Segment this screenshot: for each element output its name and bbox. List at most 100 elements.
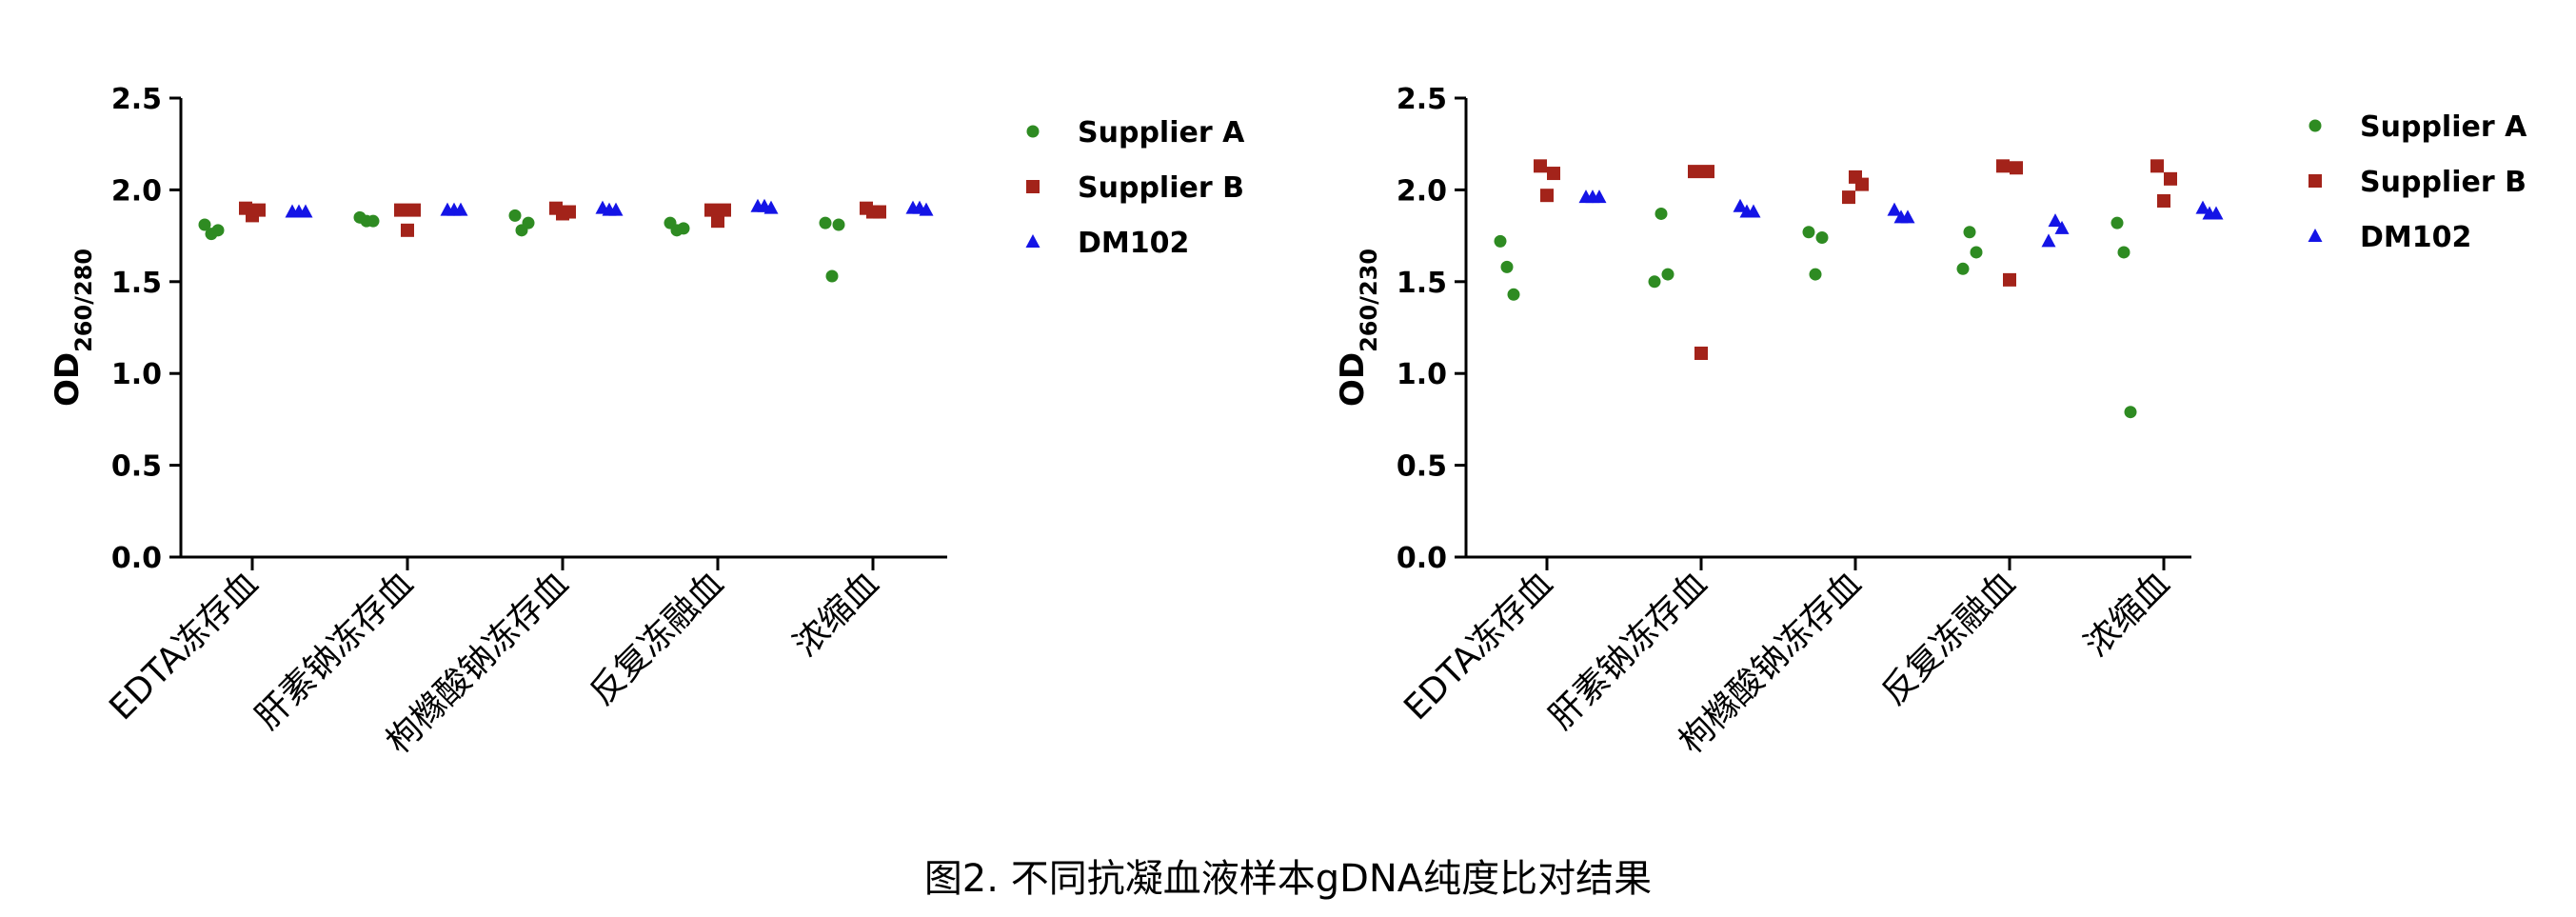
y-tick-label: 1.5: [1397, 267, 1447, 300]
data-point: [2157, 193, 2170, 208]
x-category-label: EDTA冻存血: [102, 564, 266, 728]
data-point: [711, 214, 724, 229]
legend-label: DM102: [1078, 227, 1189, 260]
data-point: [1701, 165, 1714, 179]
y-tick-label: 2.5: [1397, 83, 1447, 116]
data-point: [873, 205, 886, 219]
legend-label: DM102: [2360, 221, 2471, 254]
legend-label: Supplier A: [1078, 116, 1245, 150]
data-point: [1648, 275, 1661, 289]
legend-marker: [2308, 174, 2322, 188]
y-tick-label: 1.5: [111, 267, 162, 300]
data-point: [825, 269, 839, 283]
data-point: [407, 203, 421, 217]
y-tick-label: 2.0: [111, 174, 162, 208]
y-axis-title-main: OD: [1334, 352, 1372, 407]
data-point: [2117, 246, 2130, 259]
y-axis-title-sub: 260/280: [70, 249, 97, 352]
y-tick-label: 0.0: [1397, 542, 1447, 575]
data-point: [453, 202, 468, 216]
data-point: [2048, 213, 2063, 228]
figure-caption: 图2. 不同抗凝血液样本gDNA纯度比对结果: [923, 857, 1653, 901]
data-point: [252, 203, 266, 217]
data-point: [1802, 226, 1815, 239]
data-point: [2041, 233, 2056, 248]
data-point: [1688, 165, 1701, 179]
data-point: [704, 203, 718, 217]
data-point: [1815, 231, 1829, 245]
legend-marker: [1026, 180, 1040, 193]
x-category-label: 浓缩血: [786, 564, 886, 664]
data-point: [401, 223, 414, 237]
data-point: [1540, 189, 1554, 203]
x-category-label: 肝素钠冻存血: [248, 564, 422, 737]
data-point: [2003, 272, 2016, 287]
legend-marker: [2308, 229, 2323, 242]
data-point: [1592, 189, 1607, 204]
data-point: [211, 224, 225, 237]
x-category-label: EDTA冻存血: [1397, 564, 1560, 728]
data-point: [2150, 159, 2164, 173]
y-tick-label: 2.5: [111, 83, 162, 116]
data-point: [522, 216, 535, 229]
chart-od-260-280: 0.0 0.5 1.0 1.5 2.0 2.5 OD260/280 EDTA冻存血肝素钠冻存血…: [49, 83, 1245, 762]
data-point: [2110, 216, 2124, 229]
data-point: [1494, 234, 1507, 248]
y-axis-title: OD260/280: [49, 249, 97, 407]
legend-marker: [2308, 119, 2322, 132]
data-point: [832, 218, 845, 231]
y-tick-label: 0.5: [111, 450, 162, 484]
data-point: [298, 204, 313, 218]
data-point: [1956, 262, 1970, 275]
x-category-label: 反复冻融血: [583, 564, 731, 712]
y-tick-label: 1.0: [1397, 358, 1447, 391]
y-tick-label: 2.0: [1397, 174, 1447, 208]
data-point: [2124, 406, 2137, 419]
y-tick-label: 0.5: [1397, 450, 1447, 484]
data-point: [1746, 204, 1761, 218]
data-point: [367, 214, 380, 228]
data-point: [2195, 200, 2210, 214]
data-point: [1655, 207, 1668, 220]
data-point: [1500, 260, 1514, 273]
data-point: [508, 209, 522, 222]
data-point: [1547, 167, 1560, 181]
legend-marker: [1026, 125, 1040, 138]
data-point: [563, 205, 576, 219]
legend-marker: [1025, 234, 1040, 248]
chart-od-260-230: 0.0 0.5 1.0 1.5 2.0 2.5 OD260/230 EDTA冻存血肝素钠冻存血…: [1334, 83, 2527, 762]
data-point: [1809, 268, 1822, 281]
data-point: [677, 222, 690, 235]
y-axis-title-main: OD: [49, 352, 87, 407]
data-point: [198, 218, 211, 231]
data-point: [1661, 268, 1674, 281]
y-axis-title: OD260/230: [1334, 249, 1382, 407]
data-point: [1842, 190, 1855, 205]
data-point: [1970, 246, 1983, 259]
x-category-label: 肝素钠冻存血: [1542, 564, 1715, 737]
data-point: [1855, 177, 1869, 191]
data-point: [819, 216, 832, 229]
data-point: [1694, 346, 1708, 360]
data-point: [919, 202, 934, 216]
data-point: [1963, 226, 1976, 239]
data-point: [2010, 161, 2023, 175]
data-point: [608, 202, 624, 216]
data-point: [1900, 209, 1915, 224]
data-point: [718, 203, 731, 217]
x-category-label: 浓缩血: [2077, 564, 2177, 664]
data-point: [1534, 159, 1547, 173]
data-point: [2054, 220, 2070, 234]
data-point: [1996, 159, 2010, 173]
data-point: [2164, 171, 2177, 186]
data-point: [1887, 202, 1902, 216]
y-tick-label: 1.0: [111, 358, 162, 391]
data-point: [1733, 198, 1748, 212]
legend-label: Supplier A: [2360, 110, 2527, 144]
data-point: [763, 200, 779, 214]
data-point: [2209, 206, 2224, 220]
legend-label: Supplier B: [2360, 166, 2526, 199]
legend-label: Supplier B: [1078, 171, 1244, 205]
data-point: [394, 203, 407, 217]
